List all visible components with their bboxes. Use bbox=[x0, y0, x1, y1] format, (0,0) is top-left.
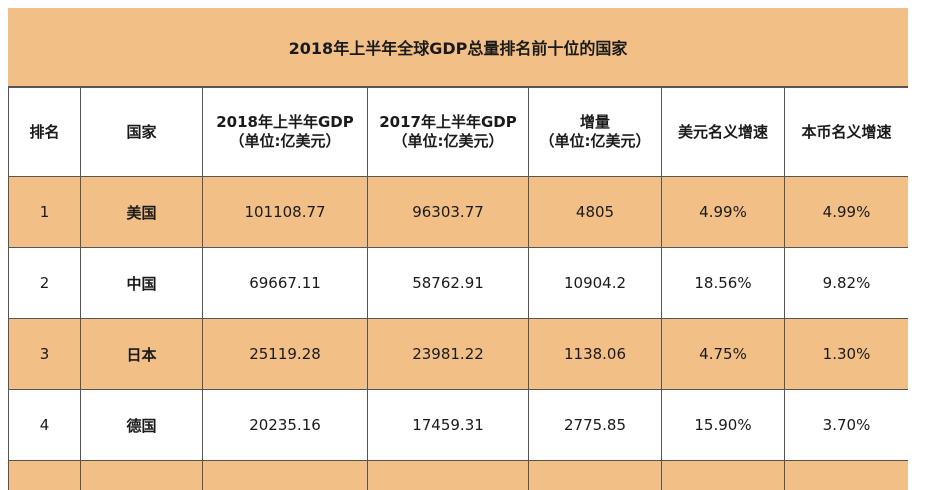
table-title: 2018年上半年全球GDP总量排名前十位的国家 bbox=[8, 8, 908, 87]
cell-gdp-2018: 69667.11 bbox=[202, 247, 368, 319]
table-header-row: 排名 国家 2018年上半年GDP （单位:亿美元） 2017年上半年GDP （… bbox=[8, 87, 908, 177]
header-increase: 增量 （单位:亿美元） bbox=[528, 87, 662, 177]
cell-gdp-2018: 101108.77 bbox=[202, 176, 368, 248]
cell-gdp-2018: 25119.28 bbox=[202, 318, 368, 390]
cell-local-growth: 4.99% bbox=[784, 176, 908, 248]
cell-increase: 10904.2 bbox=[528, 247, 662, 319]
cell-usd-growth: 15.90% bbox=[661, 389, 785, 461]
cell-empty bbox=[661, 460, 785, 490]
cell-usd-growth: 4.75% bbox=[661, 318, 785, 390]
gdp-ranking-sheet: 2018年上半年全球GDP总量排名前十位的国家 排名 国家 2018年上半年GD… bbox=[8, 8, 908, 490]
cell-empty bbox=[528, 460, 662, 490]
cell-gdp-2017: 96303.77 bbox=[367, 176, 529, 248]
cell-empty bbox=[784, 460, 908, 490]
cell-rank: 2 bbox=[8, 247, 81, 319]
cell-usd-growth: 18.56% bbox=[661, 247, 785, 319]
cell-gdp-2017: 58762.91 bbox=[367, 247, 529, 319]
cell-gdp-2017: 17459.31 bbox=[367, 389, 529, 461]
cell-local-growth: 9.82% bbox=[784, 247, 908, 319]
cell-empty bbox=[8, 460, 81, 490]
header-local-growth: 本币名义增速 bbox=[784, 87, 908, 177]
cell-rank: 4 bbox=[8, 389, 81, 461]
cell-empty bbox=[367, 460, 529, 490]
cell-increase: 1138.06 bbox=[528, 318, 662, 390]
header-gdp-2017: 2017年上半年GDP （单位:亿美元） bbox=[367, 87, 529, 177]
cell-empty bbox=[202, 460, 368, 490]
header-usd-growth: 美元名义增速 bbox=[661, 87, 785, 177]
cell-rank: 1 bbox=[8, 176, 81, 248]
cell-country: 中国 bbox=[80, 247, 203, 319]
table-row: 1 美国 101108.77 96303.77 4805 4.99% 4.99% bbox=[8, 176, 908, 248]
cell-local-growth: 3.70% bbox=[784, 389, 908, 461]
cell-increase: 2775.85 bbox=[528, 389, 662, 461]
table-row-cutoff bbox=[8, 460, 908, 490]
header-gdp-2018: 2018年上半年GDP （单位:亿美元） bbox=[202, 87, 368, 177]
table-row: 2 中国 69667.11 58762.91 10904.2 18.56% 9.… bbox=[8, 247, 908, 319]
header-country: 国家 bbox=[80, 87, 203, 177]
cell-country: 日本 bbox=[80, 318, 203, 390]
cell-country: 美国 bbox=[80, 176, 203, 248]
header-rank: 排名 bbox=[8, 87, 81, 177]
table-row: 4 德国 20235.16 17459.31 2775.85 15.90% 3.… bbox=[8, 389, 908, 461]
table-row: 3 日本 25119.28 23981.22 1138.06 4.75% 1.3… bbox=[8, 318, 908, 390]
cell-increase: 4805 bbox=[528, 176, 662, 248]
cell-gdp-2017: 23981.22 bbox=[367, 318, 529, 390]
cell-empty bbox=[80, 460, 203, 490]
gdp-table: 排名 国家 2018年上半年GDP （单位:亿美元） 2017年上半年GDP （… bbox=[8, 87, 908, 490]
cell-gdp-2018: 20235.16 bbox=[202, 389, 368, 461]
cell-usd-growth: 4.99% bbox=[661, 176, 785, 248]
cell-rank: 3 bbox=[8, 318, 81, 390]
cell-local-growth: 1.30% bbox=[784, 318, 908, 390]
cell-country: 德国 bbox=[80, 389, 203, 461]
